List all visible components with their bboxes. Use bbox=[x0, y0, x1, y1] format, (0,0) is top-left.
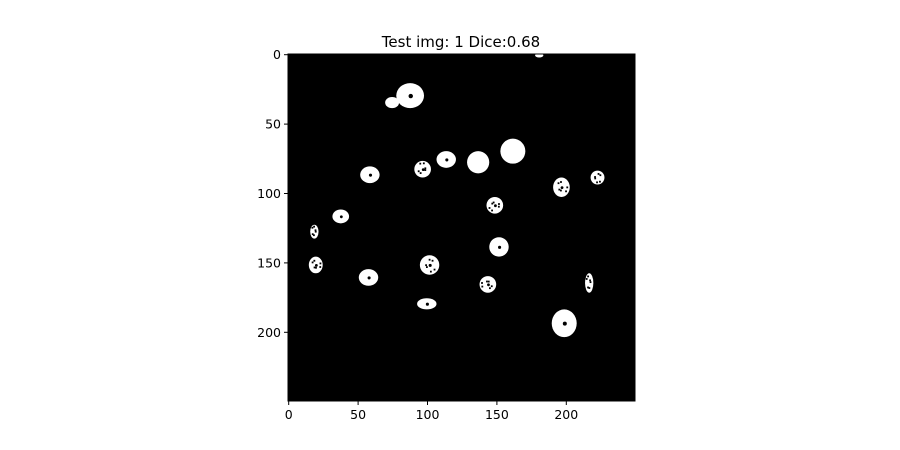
blob-speckle bbox=[422, 162, 425, 165]
nucleus-blob bbox=[385, 97, 400, 109]
blob-speckle bbox=[313, 259, 316, 262]
blob-speckle bbox=[558, 188, 561, 191]
blob-speckle bbox=[315, 266, 317, 269]
y-tick-label: 200 bbox=[257, 325, 281, 340]
blob-speckle bbox=[433, 268, 436, 271]
blob-speckle bbox=[319, 266, 322, 268]
blob-hole bbox=[498, 245, 502, 249]
blob-speckle bbox=[565, 190, 567, 193]
blob-hole bbox=[487, 283, 490, 287]
figure-title: Test img: 1 Dice:0.68 bbox=[381, 33, 540, 51]
blob-speckle bbox=[313, 225, 315, 228]
blob-hole bbox=[445, 158, 449, 162]
blob-speckle bbox=[594, 177, 597, 180]
y-tick-label: 100 bbox=[257, 186, 281, 201]
blob-speckle bbox=[589, 281, 592, 284]
blob-speckle bbox=[311, 226, 314, 229]
blob-speckle bbox=[588, 287, 591, 289]
blob-hole bbox=[562, 321, 567, 326]
blob-speckle bbox=[599, 180, 601, 183]
blob-speckle bbox=[557, 182, 560, 185]
blob-speckle bbox=[594, 176, 596, 178]
image-axes bbox=[287, 53, 636, 402]
x-tick-label: 100 bbox=[416, 407, 440, 422]
blob-speckle bbox=[596, 181, 598, 184]
blob-speckle bbox=[425, 266, 428, 268]
blob-speckle bbox=[487, 280, 490, 283]
blob-speckle bbox=[417, 170, 420, 173]
blob-speckle bbox=[425, 264, 427, 267]
y-axis: 0 50 100 150 200 bbox=[257, 47, 288, 340]
segmentation-mask bbox=[308, 53, 605, 338]
y-tick-label: 50 bbox=[265, 117, 281, 132]
blob-speckle bbox=[428, 258, 431, 261]
blob-speckle bbox=[587, 275, 589, 278]
blob-hole bbox=[560, 186, 564, 190]
blob-speckle bbox=[498, 203, 500, 205]
blob-speckle bbox=[589, 279, 591, 282]
blob-speckle bbox=[311, 261, 314, 264]
blob-hole bbox=[494, 204, 497, 208]
blob-speckle bbox=[560, 181, 562, 183]
blob-speckle bbox=[599, 174, 602, 177]
blob-speckle bbox=[313, 266, 316, 269]
blob-speckle bbox=[566, 186, 569, 189]
blob-speckle bbox=[560, 189, 562, 192]
blob-hole bbox=[339, 215, 343, 219]
x-tick-label: 150 bbox=[485, 407, 509, 422]
blob-speckle bbox=[419, 172, 422, 174]
blob-speckle bbox=[585, 278, 588, 280]
blob-speckle bbox=[491, 202, 494, 205]
blob-speckle bbox=[319, 262, 322, 265]
blob-speckle bbox=[497, 205, 500, 208]
nucleus-blob bbox=[590, 170, 605, 185]
blob-speckle bbox=[597, 173, 600, 175]
blob-speckle bbox=[492, 201, 495, 204]
axes-frame bbox=[287, 53, 636, 402]
blob-speckle bbox=[587, 286, 589, 289]
blob-speckle bbox=[424, 167, 427, 170]
blob-speckle bbox=[486, 280, 488, 283]
blob-hole bbox=[367, 276, 371, 280]
blob-hole bbox=[421, 168, 425, 172]
x-tick-label: 200 bbox=[554, 407, 578, 422]
blob-speckle bbox=[489, 287, 491, 290]
blob-hole bbox=[408, 93, 413, 99]
blob-speckle bbox=[429, 270, 432, 273]
nucleus-blob bbox=[500, 138, 526, 164]
blob-speckle bbox=[481, 282, 483, 284]
blob-speckle bbox=[313, 234, 315, 237]
blob-speckle bbox=[314, 230, 317, 233]
blob-hole bbox=[314, 263, 318, 267]
blob-hole bbox=[428, 263, 432, 267]
blob-speckle bbox=[419, 162, 422, 165]
blob-speckle bbox=[488, 207, 491, 209]
image-background bbox=[288, 54, 635, 401]
y-tick-label: 0 bbox=[273, 47, 281, 62]
blob-speckle bbox=[431, 259, 434, 262]
x-tick-label: 50 bbox=[350, 407, 366, 422]
blob-speckle bbox=[311, 233, 314, 236]
blob-speckle bbox=[491, 209, 493, 212]
nucleus-blob bbox=[585, 273, 594, 293]
blob-speckle bbox=[490, 285, 493, 288]
blob-hole bbox=[368, 173, 373, 177]
x-axis: 0 50 100 150 200 bbox=[285, 401, 578, 422]
blob-hole bbox=[425, 302, 429, 306]
blob-speckle bbox=[314, 229, 317, 232]
blob-speckle bbox=[424, 169, 427, 171]
nucleus-blob bbox=[467, 151, 490, 174]
blob-speckle bbox=[481, 285, 484, 288]
y-tick-label: 150 bbox=[257, 255, 281, 270]
x-tick-label: 0 bbox=[285, 407, 293, 422]
